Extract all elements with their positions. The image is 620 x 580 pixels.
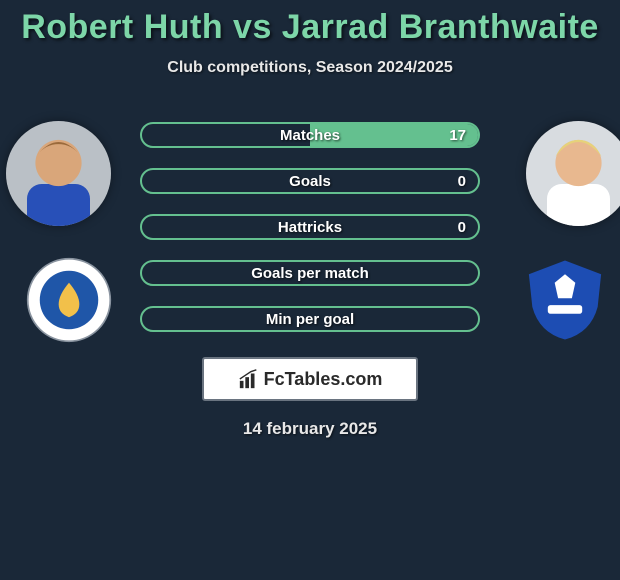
page-title: Robert Huth vs Jarrad Branthwaite: [0, 8, 620, 47]
stat-value-right: 0: [458, 216, 466, 238]
stat-row: Hattricks0: [140, 214, 480, 240]
comparison-card: Robert Huth vs Jarrad Branthwaite Club c…: [0, 0, 620, 439]
stat-label: Goals per match: [142, 262, 478, 284]
stat-value-right: 17: [449, 124, 466, 146]
stat-label: Hattricks: [142, 216, 478, 238]
club-left-crest: [26, 257, 112, 343]
stat-bars: Matches17Goals0Hattricks0Goals per match…: [140, 122, 480, 352]
stat-row: Min per goal: [140, 306, 480, 332]
stat-value-right: 0: [458, 170, 466, 192]
bar-chart-icon: [238, 368, 260, 390]
stat-row: Goals0: [140, 168, 480, 194]
leicester-crest-icon: [26, 257, 112, 343]
stat-row: Matches17: [140, 122, 480, 148]
everton-crest-icon: [522, 257, 608, 343]
avatar-left-icon: [6, 121, 111, 226]
subtitle: Club competitions, Season 2024/2025: [0, 59, 620, 77]
player-left-avatar: [6, 121, 111, 226]
player-right-avatar: [526, 121, 620, 226]
club-right-crest: [522, 257, 608, 343]
stat-label: Matches: [142, 124, 478, 146]
source-logo: FcTables.com: [202, 357, 418, 401]
stat-label: Goals: [142, 170, 478, 192]
stat-label: Min per goal: [142, 308, 478, 330]
comparison-area: Matches17Goals0Hattricks0Goals per match…: [0, 99, 620, 349]
avatar-right-icon: [526, 121, 620, 226]
source-logo-text: FcTables.com: [264, 369, 383, 390]
stat-row: Goals per match: [140, 260, 480, 286]
date-text: 14 february 2025: [0, 419, 620, 439]
